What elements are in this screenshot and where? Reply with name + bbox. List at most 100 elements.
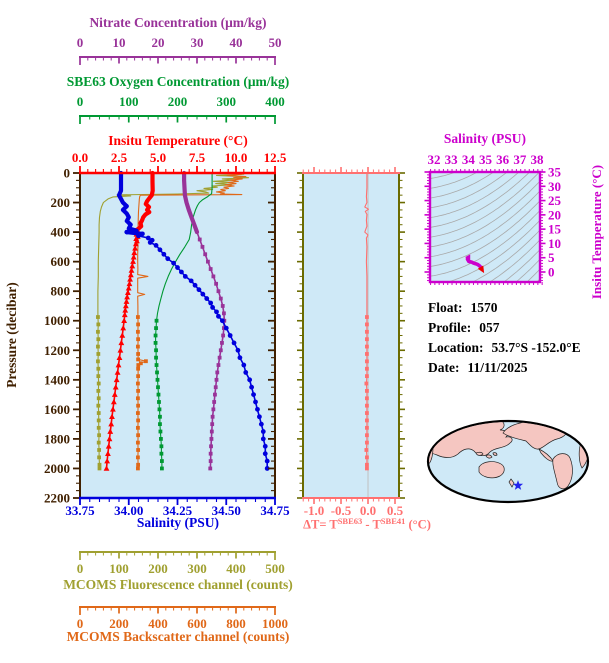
svg-text:34.75: 34.75 bbox=[260, 503, 290, 518]
salinity-axis bbox=[79, 496, 276, 505]
svg-text:0: 0 bbox=[77, 616, 84, 631]
temperature-axis-title: Insitu Temperature (°C) bbox=[108, 133, 248, 148]
pressure-axis-title: Pressure (decibar) bbox=[4, 282, 19, 388]
series-insitu-temperature bbox=[103, 170, 155, 471]
svg-text:-0.5: -0.5 bbox=[331, 503, 352, 518]
float-id-line: Float: 1570 bbox=[428, 298, 581, 318]
svg-text:32: 32 bbox=[427, 152, 440, 167]
ts-profile-curve bbox=[465, 254, 485, 274]
oxygen-axis-title: SBE63 Oxygen Concentration (μm/kg) bbox=[66, 74, 290, 89]
delta-t-label-suffix: (°C) bbox=[405, 517, 431, 532]
nitrate-scale-bar bbox=[79, 56, 276, 65]
ts-panel-frame bbox=[424, 169, 546, 285]
svg-text:0: 0 bbox=[77, 35, 84, 50]
svg-text:0.5: 0.5 bbox=[387, 503, 404, 518]
salinity-axis-title: Salinity (PSU) bbox=[136, 515, 220, 530]
location-label: Location: bbox=[428, 340, 484, 355]
delta-t-label-prefix: ΔT= T bbox=[303, 517, 338, 532]
svg-text:0.0: 0.0 bbox=[72, 150, 88, 165]
svg-text:2200: 2200 bbox=[44, 491, 70, 506]
fluorescence-scale-bar bbox=[79, 551, 276, 560]
svg-text:25: 25 bbox=[548, 193, 562, 208]
delta-t-panel-frame bbox=[297, 167, 405, 504]
profile-line: Profile: 057 bbox=[428, 318, 581, 338]
svg-text:400: 400 bbox=[226, 561, 246, 576]
svg-text:34.50: 34.50 bbox=[212, 503, 241, 518]
delta-t-label-sup2: SBE41 bbox=[380, 516, 406, 526]
nitrate-axis-title: Nitrate Concentration (μm/kg) bbox=[89, 15, 267, 30]
fluorescence-axis-title: MCOMS Fluorescence channel (counts) bbox=[63, 577, 293, 592]
svg-text:1000: 1000 bbox=[262, 616, 288, 631]
svg-text:10: 10 bbox=[113, 35, 126, 50]
series-salinity bbox=[116, 170, 270, 471]
delta-t-label-sup1: SBE63 bbox=[337, 516, 363, 526]
world-map bbox=[426, 419, 590, 504]
backscatter-axis-title: MCOMS Backscatter channel (counts) bbox=[66, 629, 290, 644]
float-label: Float: bbox=[428, 300, 463, 315]
series-mcoms-fluorescence-channel bbox=[96, 172, 250, 471]
date-label: Date: bbox=[428, 360, 460, 375]
svg-text:30: 30 bbox=[548, 179, 561, 194]
series--t-sbe63-sbe41 bbox=[364, 173, 370, 471]
svg-text:200: 200 bbox=[51, 195, 71, 210]
svg-text:20: 20 bbox=[152, 35, 165, 50]
svg-text:300: 300 bbox=[217, 94, 237, 109]
series-mcoms-backscatter-channel bbox=[136, 172, 247, 471]
svg-text:15: 15 bbox=[548, 222, 562, 237]
svg-text:0.0: 0.0 bbox=[360, 503, 376, 518]
backscatter-scale-bar bbox=[79, 606, 276, 615]
svg-text:0: 0 bbox=[64, 166, 71, 181]
series-sbe63-oxygen-concentration bbox=[153, 173, 213, 471]
svg-text:1800: 1800 bbox=[44, 431, 70, 446]
svg-text:33: 33 bbox=[445, 152, 459, 167]
svg-text:100: 100 bbox=[119, 94, 139, 109]
date-line: Date: 11/11/2025 bbox=[428, 358, 581, 378]
svg-text:50: 50 bbox=[269, 35, 282, 50]
svg-text:1000: 1000 bbox=[44, 313, 70, 328]
svg-text:800: 800 bbox=[51, 284, 71, 299]
temperature-axis bbox=[79, 166, 276, 175]
svg-text:2.5: 2.5 bbox=[111, 150, 128, 165]
svg-text:36: 36 bbox=[496, 152, 510, 167]
svg-text:34: 34 bbox=[462, 152, 476, 167]
svg-text:12.5: 12.5 bbox=[264, 150, 287, 165]
svg-text:35: 35 bbox=[548, 165, 562, 180]
float-location-star bbox=[512, 480, 524, 490]
ts-temperature-axis-title: Insitu Temperature (°C) bbox=[589, 164, 604, 300]
ts-salinity-axis-title: Salinity (PSU) bbox=[443, 131, 527, 146]
oxygen-scale-bar bbox=[79, 115, 276, 124]
profile-label: Profile: bbox=[428, 320, 472, 335]
location-value: 53.7°S -152.0°E bbox=[491, 340, 581, 355]
svg-text:100: 100 bbox=[109, 561, 129, 576]
location-line: Location: 53.7°S -152.0°E bbox=[428, 338, 581, 358]
svg-text:400: 400 bbox=[51, 225, 71, 240]
svg-text:2000: 2000 bbox=[44, 461, 70, 476]
svg-text:20: 20 bbox=[548, 207, 561, 222]
svg-text:0: 0 bbox=[77, 561, 84, 576]
delta-t-axis-label: ΔT= TSBE63 - TSBE41 (°C) bbox=[287, 516, 447, 533]
svg-text:300: 300 bbox=[187, 561, 207, 576]
svg-text:1400: 1400 bbox=[44, 372, 70, 387]
svg-text:35: 35 bbox=[479, 152, 493, 167]
svg-text:30: 30 bbox=[191, 35, 204, 50]
svg-text:200: 200 bbox=[148, 561, 168, 576]
date-value: 11/11/2025 bbox=[467, 360, 528, 375]
svg-text:10.0: 10.0 bbox=[225, 150, 248, 165]
float-info-block: Float: 1570 Profile: 057 Location: 53.7°S -… bbox=[428, 298, 581, 378]
svg-text:600: 600 bbox=[51, 254, 71, 269]
svg-text:-1.0: -1.0 bbox=[304, 503, 325, 518]
svg-text:38: 38 bbox=[530, 152, 544, 167]
svg-text:200: 200 bbox=[109, 616, 129, 631]
svg-text:5.0: 5.0 bbox=[150, 150, 166, 165]
svg-text:400: 400 bbox=[265, 94, 285, 109]
svg-text:500: 500 bbox=[265, 561, 285, 576]
profile-value: 057 bbox=[479, 320, 500, 335]
svg-text:800: 800 bbox=[226, 616, 246, 631]
float-value: 1570 bbox=[470, 300, 498, 315]
svg-text:1600: 1600 bbox=[44, 402, 70, 417]
svg-text:200: 200 bbox=[168, 94, 188, 109]
ts-profile-arrowhead bbox=[477, 265, 485, 274]
svg-text:1200: 1200 bbox=[44, 343, 70, 358]
